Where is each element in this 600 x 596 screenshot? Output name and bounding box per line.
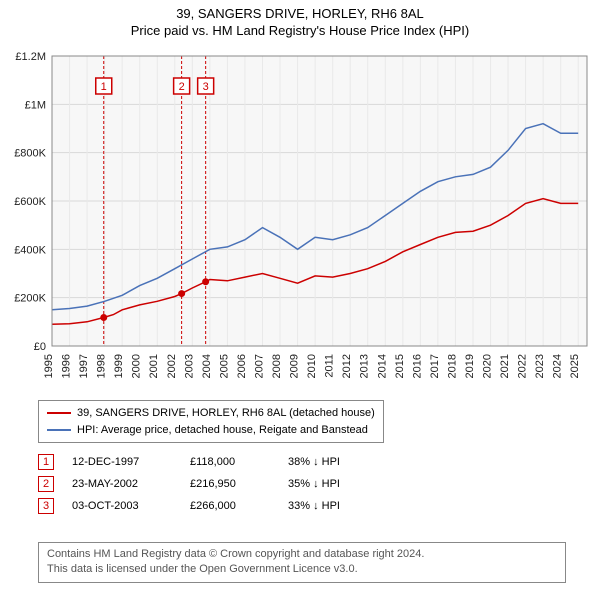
sale-marker-point (202, 278, 209, 285)
x-tick-label: 2005 (218, 354, 230, 378)
sale-date: 03-OCT-2003 (72, 500, 172, 512)
sale-marker-point (100, 314, 107, 321)
x-tick-label: 2007 (253, 354, 265, 378)
sale-marker-number: 2 (179, 81, 185, 93)
sale-row: 1 12-DEC-1997 £118,000 38% ↓ HPI (38, 454, 340, 470)
legend-swatch (47, 412, 71, 414)
sale-date: 12-DEC-1997 (72, 456, 172, 468)
y-tick-label: £400K (14, 244, 46, 256)
y-tick-label: £1M (25, 99, 46, 111)
footer-line-1: Contains HM Land Registry data © Crown c… (47, 547, 557, 562)
x-tick-label: 1996 (61, 354, 73, 378)
x-tick-label: 2012 (341, 354, 353, 378)
sale-delta: 38% ↓ HPI (288, 456, 340, 468)
sale-marker-number: 1 (101, 81, 107, 93)
x-tick-label: 2015 (394, 354, 406, 378)
x-tick-label: 2014 (376, 354, 388, 378)
x-tick-label: 2003 (183, 354, 195, 378)
chart-legend: 39, SANGERS DRIVE, HORLEY, RH6 8AL (deta… (38, 400, 384, 443)
x-tick-label: 2016 (411, 354, 423, 378)
x-tick-label: 2006 (236, 354, 248, 378)
x-tick-label: 1995 (43, 354, 55, 378)
legend-label: 39, SANGERS DRIVE, HORLEY, RH6 8AL (deta… (77, 405, 375, 422)
x-tick-label: 2021 (499, 354, 511, 378)
x-tick-label: 2022 (517, 354, 529, 378)
sale-price: £216,950 (190, 478, 270, 490)
legend-label: HPI: Average price, detached house, Reig… (77, 422, 368, 439)
y-tick-label: £200K (14, 293, 46, 305)
sale-index-box: 1 (38, 454, 54, 470)
x-tick-label: 2019 (464, 354, 476, 378)
sales-table: 1 12-DEC-1997 £118,000 38% ↓ HPI 2 23-MAY-200… (38, 448, 340, 520)
x-tick-label: 2024 (552, 354, 564, 378)
x-tick-label: 2023 (534, 354, 546, 378)
sale-marker-number: 3 (203, 81, 209, 93)
y-tick-label: £600K (14, 196, 46, 208)
sale-delta: 35% ↓ HPI (288, 478, 340, 490)
x-tick-label: 2020 (482, 354, 494, 378)
y-tick-label: £1.2M (15, 51, 46, 63)
x-tick-label: 2013 (359, 354, 371, 378)
sale-index-box: 2 (38, 476, 54, 492)
x-tick-label: 1997 (78, 354, 90, 378)
legend-item: HPI: Average price, detached house, Reig… (47, 422, 375, 439)
x-tick-label: 2008 (271, 354, 283, 378)
x-tick-label: 2018 (446, 354, 458, 378)
x-tick-label: 2011 (324, 354, 336, 378)
sale-delta: 33% ↓ HPI (288, 500, 340, 512)
x-tick-label: 2000 (131, 354, 143, 378)
legend-swatch (47, 429, 71, 431)
sale-row: 3 03-OCT-2003 £266,000 33% ↓ HPI (38, 498, 340, 514)
footer-line-2: This data is licensed under the Open Gov… (47, 562, 557, 577)
y-tick-label: £0 (34, 341, 46, 353)
x-tick-label: 2009 (289, 354, 301, 378)
price-chart: £0 £200K £400K £600K £800K £1M £1.2M 1995 1996 19… (0, 6, 600, 406)
sale-price: £118,000 (190, 456, 270, 468)
x-tick-label: 2017 (429, 354, 441, 378)
sale-row: 2 23-MAY-2002 £216,950 35% ↓ HPI (38, 476, 340, 492)
sale-price: £266,000 (190, 500, 270, 512)
x-tick-label: 2010 (306, 354, 318, 378)
x-tick-label: 2004 (201, 354, 213, 378)
sale-date: 23-MAY-2002 (72, 478, 172, 490)
x-tick-label: 2025 (569, 354, 581, 378)
legend-item: 39, SANGERS DRIVE, HORLEY, RH6 8AL (deta… (47, 405, 375, 422)
y-tick-label: £800K (14, 148, 46, 160)
sale-marker-point (178, 290, 185, 297)
x-tick-label: 2001 (148, 354, 160, 378)
x-tick-label: 1999 (113, 354, 125, 378)
x-tick-label: 1998 (96, 354, 108, 378)
x-tick-label: 2002 (166, 354, 178, 378)
sale-index-box: 3 (38, 498, 54, 514)
attribution-footer: Contains HM Land Registry data © Crown c… (38, 542, 566, 583)
chart-container: 39, SANGERS DRIVE, HORLEY, RH6 8AL Price… (0, 6, 600, 596)
